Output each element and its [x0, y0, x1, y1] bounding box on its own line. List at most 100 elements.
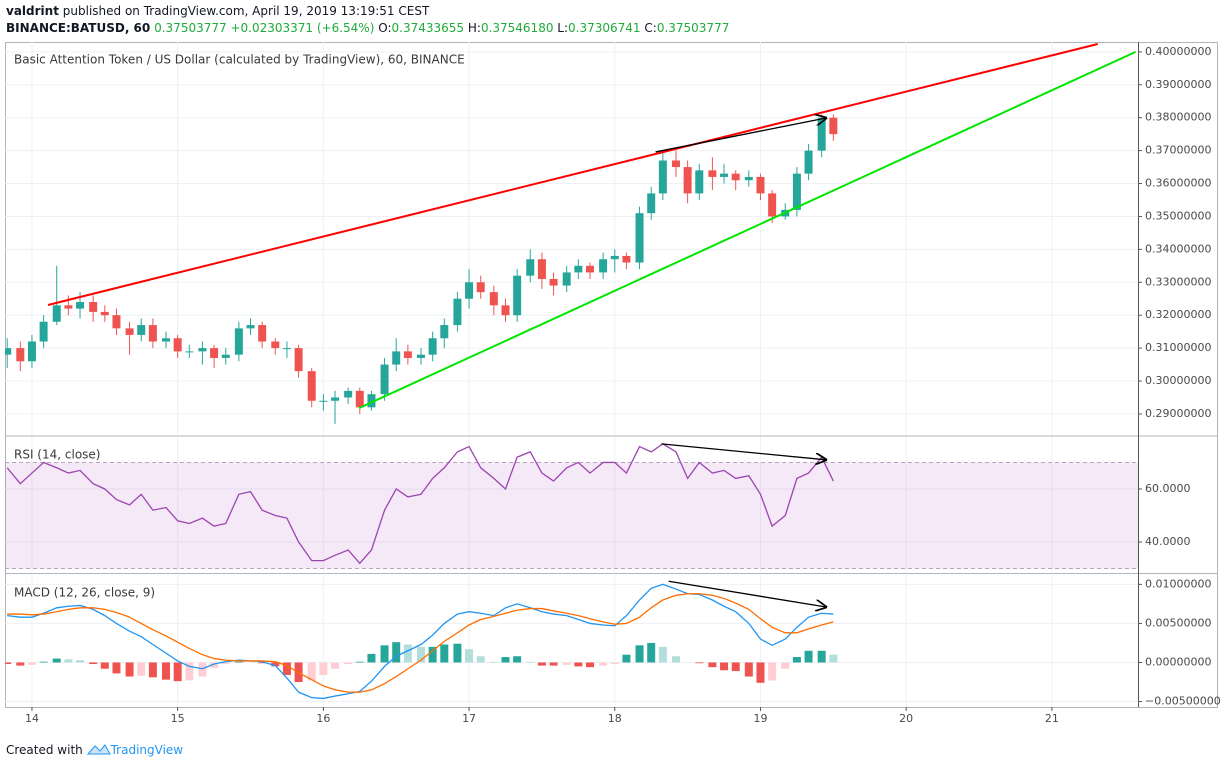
candle-body — [622, 255, 631, 263]
candle-body — [549, 278, 558, 286]
ohlc-value: 0.37433655 — [391, 21, 465, 35]
histogram-bar — [476, 656, 485, 663]
candle-body — [756, 176, 765, 194]
band-fill — [5, 462, 1138, 569]
x-tick-label: 19 — [753, 712, 767, 725]
histogram-bar — [234, 661, 243, 663]
published: published on TradingView.com, April 19, … — [62, 4, 430, 18]
candle-body — [513, 275, 522, 316]
footer: Created with TradingView — [6, 742, 183, 757]
candle-body — [453, 298, 462, 326]
macd-line — [7, 583, 834, 700]
candle-body — [586, 265, 595, 273]
candle-body — [683, 167, 692, 194]
ohlc-label: H: — [467, 21, 481, 35]
candle-body — [16, 348, 25, 362]
histogram-bar — [513, 656, 522, 663]
candle-body — [271, 341, 280, 349]
candle-body — [647, 193, 656, 214]
histogram-bar — [658, 646, 667, 663]
histogram-bar — [671, 656, 680, 663]
symbol: BINANCE:BATUSD, 60 — [6, 21, 151, 35]
candle-body — [792, 173, 801, 210]
histogram-bar — [367, 653, 376, 663]
histogram-bar — [416, 646, 425, 663]
candle-body — [319, 400, 328, 402]
candle-body — [221, 354, 230, 358]
histogram-bar — [440, 644, 449, 663]
histogram-bar — [549, 662, 558, 666]
histogram-bar — [756, 662, 765, 683]
candle-body — [731, 173, 740, 181]
candle-body — [76, 302, 85, 309]
candle-body — [610, 255, 619, 260]
candle-body — [5, 348, 12, 355]
candle-body — [210, 348, 219, 358]
x-tick-label: 20 — [899, 712, 913, 725]
candle-body — [465, 282, 474, 299]
histogram-bar — [52, 658, 61, 663]
chart: 0.29000000 0.30000000 0.31000000 0.32000000… — [5, 42, 1221, 725]
brand[interactable]: TradingView — [110, 743, 184, 757]
histogram-bar — [112, 662, 121, 674]
histogram-bar — [428, 646, 437, 663]
histogram-bar — [403, 644, 412, 663]
y-tick-label: 0.31000000 — [1145, 341, 1211, 354]
histogram-bar — [829, 654, 838, 663]
candle-body — [282, 348, 291, 350]
y-tick-label: −0.00500000 — [1145, 695, 1221, 708]
author[interactable]: valdrint — [6, 4, 59, 18]
candle-body — [537, 259, 546, 279]
histogram-bar — [792, 657, 801, 663]
signal-line — [7, 593, 834, 693]
histogram-bar — [622, 654, 631, 663]
y-tick-label: 0.38000000 — [1145, 111, 1211, 124]
histogram-bar — [647, 642, 656, 663]
candle-body — [125, 328, 134, 335]
histogram-bar — [307, 662, 316, 681]
histogram-bar — [162, 662, 171, 680]
candle-body — [440, 325, 449, 339]
histogram-bar — [537, 662, 546, 666]
candle-body — [392, 351, 401, 365]
histogram-bar — [465, 649, 474, 663]
histogram-bar — [599, 662, 608, 666]
histogram-bar — [695, 662, 704, 664]
ohlc-label: L: — [557, 21, 569, 35]
histogram-bar — [731, 662, 740, 672]
x-tick-label: 14 — [25, 712, 39, 725]
created-with: Created with — [6, 743, 83, 757]
logo — [86, 744, 111, 755]
y-tick-label: 0.40000000 — [1145, 45, 1211, 58]
y-tick-label: 0.35000000 — [1145, 209, 1211, 222]
histogram-bar — [781, 662, 790, 669]
y-tick-label: 0.00000000 — [1145, 655, 1211, 668]
y-tick-label: 0.32000000 — [1145, 308, 1211, 321]
y-tick-label: 0.39000000 — [1145, 78, 1211, 91]
divergence-arrow — [668, 580, 826, 607]
candle-body — [162, 338, 171, 342]
ohlc-label: O: — [378, 21, 392, 35]
divergence-arrow — [655, 118, 826, 153]
divergence-arrow — [661, 443, 826, 460]
histogram-bar — [744, 662, 753, 677]
candle-body — [64, 305, 73, 309]
histogram-bar — [282, 662, 291, 675]
histogram-bar — [331, 662, 340, 669]
rsi-line — [6, 443, 834, 565]
candle-body — [355, 390, 364, 408]
histogram-bar — [574, 662, 583, 667]
candle-body — [501, 305, 510, 316]
candle-body — [148, 325, 157, 342]
histogram-bar — [100, 662, 109, 669]
candle-body — [671, 160, 680, 168]
candle-body — [137, 325, 146, 335]
candle-body — [185, 351, 194, 353]
pane — [5, 437, 1138, 572]
candle-body — [100, 311, 109, 316]
histogram-bar — [526, 661, 535, 663]
header-line-2: BINANCE:BATUSD, 60 0.37503777 +0.0230337… — [6, 21, 729, 35]
ohlc-value: 0.37503777 — [656, 21, 730, 35]
ohlc-label: C: — [644, 21, 657, 35]
histogram-bar — [635, 645, 644, 663]
